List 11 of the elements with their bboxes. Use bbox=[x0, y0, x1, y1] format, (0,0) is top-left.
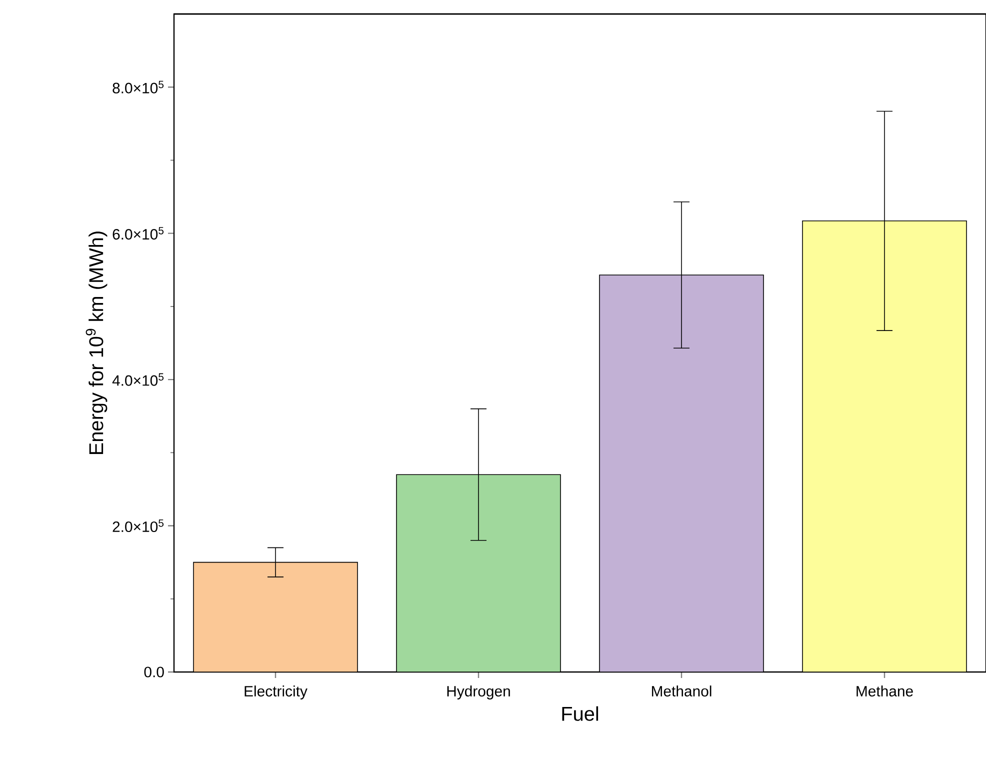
x-axis-title: Fuel bbox=[562, 706, 598, 721]
y-tick-label: 2.0×10$^{5}$ bbox=[112, 520, 164, 532]
y-tick-label: 6.0×10$^{5}$ bbox=[112, 227, 164, 240]
x-tick-label: Electricity bbox=[244, 686, 308, 700]
y-tick-label: 8.0×10$^{5}$ bbox=[112, 80, 164, 94]
x-tick-label: Methane bbox=[856, 686, 913, 696]
y-tick-label: 4.0×10$^{5}$ bbox=[112, 373, 164, 386]
x-tick-label: Methanol bbox=[652, 686, 712, 696]
y-tick-label: 0.0 bbox=[144, 666, 164, 678]
y-axis-title: Energy for 10$^{9}$ km (MWh) bbox=[86, 232, 108, 454]
x-tick-label: Hydrogen bbox=[447, 686, 510, 700]
